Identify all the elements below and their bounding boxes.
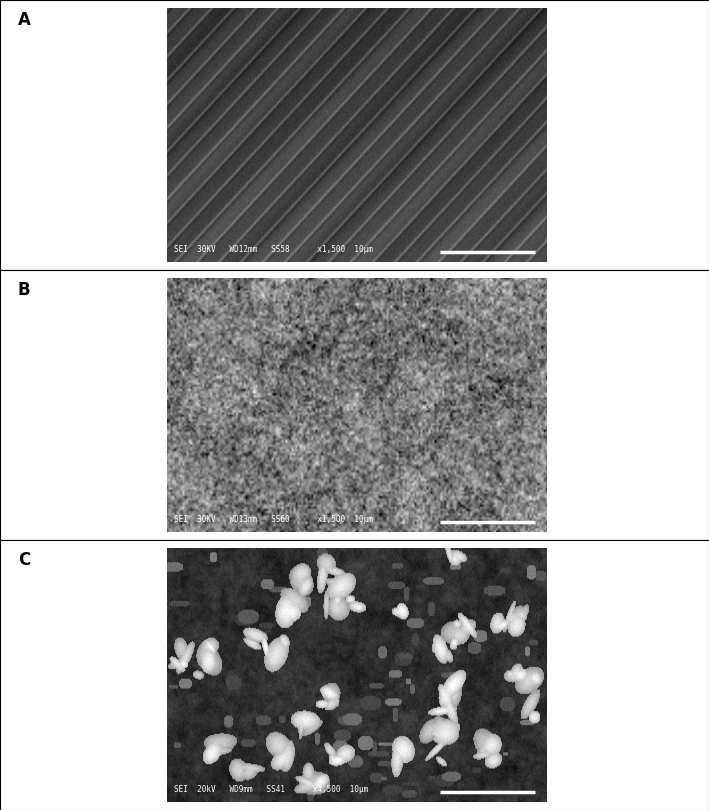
Text: A: A [18, 11, 30, 29]
Text: C: C [18, 551, 30, 569]
Text: B: B [18, 281, 30, 299]
